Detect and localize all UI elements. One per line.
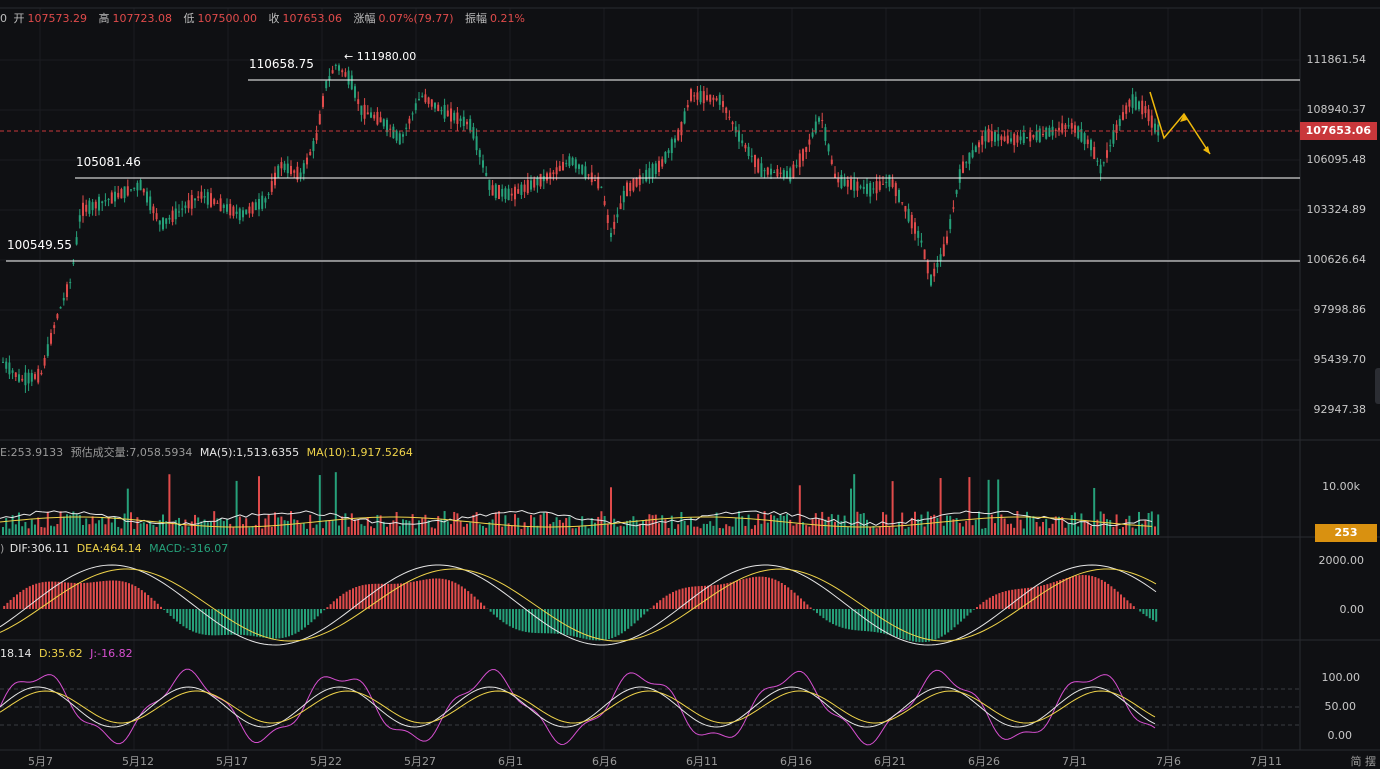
open-value: 107573.29 [28, 12, 88, 25]
kdj-j: J:-16.82 [90, 647, 132, 660]
price-candles [2, 63, 1159, 393]
macd-y-axis-label: 0.00 [1340, 603, 1365, 616]
low-value: 107500.00 [198, 12, 258, 25]
macd-value: MACD:-316.07 [149, 542, 228, 555]
macd-header: ) DIF:306.11 DEA:464.14 MACD:-316.07 [0, 542, 228, 555]
kdj-lines [0, 669, 1300, 745]
y-axis-label: 103324.89 [1307, 203, 1367, 216]
level-b-label: 105081.46 [76, 155, 141, 169]
grid-lines [0, 8, 1380, 750]
volume-bars [0, 472, 1159, 535]
y-axis-label: 95439.70 [1314, 353, 1367, 366]
x-axis-label: 7月11 [1250, 753, 1282, 769]
macd-dif: DIF:306.11 [10, 542, 69, 555]
amplitude-value: 0.21% [490, 12, 525, 25]
change-label: 涨幅 [354, 12, 376, 25]
change-value: 0.07%(79.77) [379, 12, 454, 25]
volume-prefix: E:253.9133 [0, 446, 63, 459]
kdj-d: D:35.62 [39, 647, 83, 660]
open-label: 开 [14, 12, 25, 25]
y-axis-label: 97998.86 [1314, 303, 1367, 316]
macd-dea: DEA:464.14 [77, 542, 142, 555]
amplitude-label: 振幅 [465, 12, 487, 25]
volume-tag: 253 [1315, 524, 1377, 542]
kdj-y-axis-label: 100.00 [1322, 671, 1361, 684]
x-axis-label: 7月1 [1062, 753, 1087, 769]
x-axis-label: 5月17 [216, 753, 248, 769]
y-axis-label: 108940.37 [1307, 103, 1367, 116]
high-value: 107723.08 [113, 12, 173, 25]
volume-ma10: MA(10):1,917.5264 [307, 446, 413, 459]
macd-y-axis-label: 2000.00 [1319, 554, 1365, 567]
current-price-tag: 107653.06 [1300, 122, 1377, 140]
high-marker-label: ← 111980.00 [344, 50, 416, 63]
y-axis-label: 92947.38 [1314, 403, 1367, 416]
estimated-volume: 预估成交量:7,058.5934 [71, 446, 193, 459]
panel-resize-handle[interactable] [1375, 368, 1380, 404]
x-axis-label: 5月12 [122, 753, 154, 769]
level-a-label: 110658.75 [249, 57, 314, 71]
kdj-header: 18.14 D:35.62 J:-16.82 [0, 647, 133, 660]
close-value: 107653.06 [283, 12, 343, 25]
volume-header: E:253.9133 预估成交量:7,058.5934 MA(5):1,513.… [0, 444, 413, 460]
level-c-label: 100549.55 [7, 238, 72, 252]
header-prefix: 0 [0, 12, 7, 25]
volume-y-axis-label: 10.00k [1322, 480, 1360, 493]
kdj-y-axis-label: 0.00 [1328, 729, 1353, 742]
x-axis-label: 6月11 [686, 753, 718, 769]
macd-histogram [0, 565, 1157, 645]
x-axis-tail: 简 摆 [1351, 753, 1377, 769]
x-axis-label: 5月7 [28, 753, 53, 769]
x-axis-label: 6月21 [874, 753, 906, 769]
close-label: 收 [269, 12, 280, 25]
y-axis-label: 100626.64 [1307, 253, 1367, 266]
volume-ma5: MA(5):1,513.6355 [200, 446, 299, 459]
forecast-arrows [1150, 92, 1210, 154]
y-axis-label: 106095.48 [1307, 153, 1367, 166]
x-axis-label: 5月22 [310, 753, 342, 769]
x-axis-label: 7月6 [1156, 753, 1181, 769]
x-axis-label: 6月26 [968, 753, 1000, 769]
high-label: 高 [99, 12, 110, 25]
x-axis-label: 6月6 [592, 753, 617, 769]
x-axis-label: 5月27 [404, 753, 436, 769]
x-axis-label: 6月16 [780, 753, 812, 769]
kdj-k: 18.14 [0, 647, 32, 660]
low-label: 低 [184, 12, 195, 25]
x-axis-label: 6月1 [498, 753, 523, 769]
y-axis-label: 111861.54 [1307, 53, 1367, 66]
macd-prefix: ) [0, 542, 4, 555]
kdj-y-axis-label: 50.00 [1325, 700, 1357, 713]
